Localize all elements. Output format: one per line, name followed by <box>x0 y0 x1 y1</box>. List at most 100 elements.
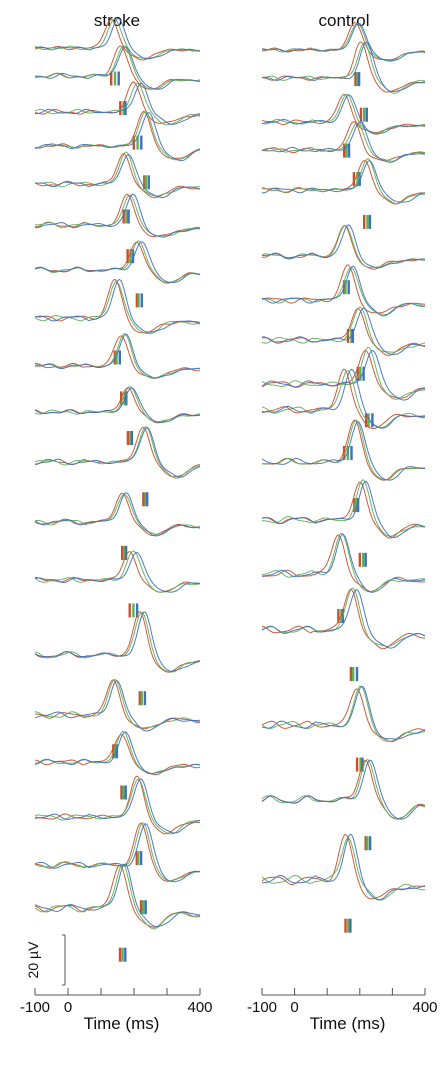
stroke-row-4-trace-2 <box>34 111 201 161</box>
stroke-row-9-trace-3 <box>34 333 201 379</box>
stroke-row-6-trace-3 <box>34 193 200 238</box>
stroke-row-18-trace-1 <box>34 822 201 882</box>
control-row-8-trace-2 <box>261 306 426 353</box>
x-tick-label-control-400: 400 <box>412 999 437 1016</box>
x-tick-label-stroke-400: 400 <box>187 999 212 1016</box>
stroke-row-11-trace-1 <box>34 426 201 478</box>
control-row-3-trace-2 <box>261 93 425 135</box>
stroke-row-6-trace-1 <box>35 193 201 237</box>
stroke-row-16 <box>34 731 201 800</box>
stroke-row-2 <box>34 45 201 116</box>
stroke-row-15-trace-2 <box>34 679 201 729</box>
control-row-13-trace-1 <box>261 534 426 592</box>
control-row-5-trace-3 <box>262 160 426 203</box>
stroke-row-5 <box>34 151 201 224</box>
stroke-row-4 <box>34 110 201 190</box>
stroke-row-4-trace-3 <box>34 112 201 162</box>
stroke-row-11-trace-3 <box>34 427 201 478</box>
stroke-row-17-trace-2 <box>34 779 200 835</box>
stroke-row-12 <box>34 492 201 560</box>
stroke-row-9-trace-1 <box>35 335 201 379</box>
stroke-row-5-trace-3 <box>34 154 201 198</box>
control-row-11-trace-1 <box>261 419 426 481</box>
control-row-10 <box>261 368 426 460</box>
x-tick-label-stroke--100: -100 <box>20 999 50 1016</box>
stroke-row-15-trace-3 <box>34 680 201 732</box>
stroke-row-12-trace-1 <box>34 492 201 536</box>
stroke-row-19-trace-2 <box>34 863 201 930</box>
control-row-3-trace-3 <box>261 94 426 134</box>
control-row-12-trace-1 <box>261 481 426 539</box>
stroke-row-14-trace-1 <box>34 611 201 673</box>
stroke-row-18 <box>34 822 201 915</box>
control-row-9-trace-2 <box>261 346 425 400</box>
control-row-15-trace-1 <box>261 688 426 743</box>
stroke-row-16-trace-1 <box>34 734 201 776</box>
x-tick-label-stroke-0: 0 <box>64 999 72 1016</box>
stroke-row-3-trace-1 <box>34 81 201 124</box>
control-row-3-trace-1 <box>261 94 426 134</box>
control-row-16-trace-3 <box>261 759 426 820</box>
control-row-14 <box>261 587 426 681</box>
control-row-2-trace-3 <box>261 41 426 92</box>
control-row-16-trace-2 <box>261 759 426 820</box>
control-row-15 <box>261 685 426 772</box>
stroke-row-3-trace-3 <box>34 82 200 125</box>
control-row-14-trace-3 <box>261 589 426 649</box>
control-row-5 <box>261 158 426 229</box>
control-traces <box>261 22 426 933</box>
stroke-row-4-trace-1 <box>34 110 201 159</box>
control-row-16 <box>261 759 426 851</box>
x-axis-stroke: -100 0 400 Time (ms) <box>20 988 213 1033</box>
control-row-17-trace-2 <box>261 837 425 901</box>
control-row-15-trace-3 <box>261 686 426 740</box>
control-row-7-trace-3 <box>261 265 426 317</box>
stroke-row-8-trace-1 <box>35 278 201 334</box>
stroke-row-18-trace-3 <box>34 823 201 883</box>
control-row-6-trace-3 <box>261 224 426 269</box>
control-row-17 <box>261 833 426 933</box>
stroke-row-19-trace-3 <box>34 863 201 927</box>
stroke-row-8-trace-3 <box>34 278 201 333</box>
stroke-row-8 <box>34 278 201 365</box>
stroke-row-14-trace-2 <box>34 611 201 673</box>
stroke-row-11 <box>34 426 201 507</box>
stroke-row-7 <box>34 240 201 308</box>
control-row-3 <box>261 93 426 158</box>
control-row-5-trace-1 <box>261 159 426 205</box>
control-row-8-trace-1 <box>261 307 426 356</box>
stroke-row-9 <box>34 333 201 406</box>
x-tick-label-control-0: 0 <box>290 999 298 1016</box>
stroke-row-19 <box>34 863 201 962</box>
x-tick-label-control--100: -100 <box>247 999 277 1016</box>
stroke-row-17-trace-1 <box>34 775 201 835</box>
stroke-row-16-trace-3 <box>34 731 201 775</box>
control-row-11-trace-2 <box>261 419 426 481</box>
control-row-13-trace-3 <box>261 533 426 593</box>
control-row-8-trace-3 <box>262 307 426 355</box>
control-row-4-trace-2 <box>261 122 426 162</box>
control-row-2-trace-2 <box>261 42 426 94</box>
control-row-11 <box>261 419 426 513</box>
control-row-1-trace-2 <box>261 23 426 62</box>
control-row-2-trace-1 <box>261 41 426 93</box>
stroke-row-1 <box>34 18 201 86</box>
stroke-row-17-trace-3 <box>34 778 201 834</box>
control-row-17-trace-3 <box>261 833 426 901</box>
stroke-row-11-trace-2 <box>34 426 201 479</box>
stroke-row-18-trace-2 <box>34 822 201 882</box>
stroke-row-7-trace-2 <box>34 240 201 284</box>
control-row-4-trace-3 <box>261 121 426 163</box>
stroke-row-8-trace-2 <box>34 281 201 335</box>
stroke-row-2-trace-2 <box>34 45 201 90</box>
stroke-row-1-trace-3 <box>34 18 201 60</box>
stroke-row-13-trace-1 <box>34 551 200 593</box>
x-axis-label-control: Time (ms) <box>310 1014 386 1033</box>
stroke-row-15-trace-1 <box>34 679 201 730</box>
stroke-row-14 <box>34 611 201 706</box>
control-row-14-trace-1 <box>261 589 426 650</box>
control-row-1-trace-3 <box>262 22 425 61</box>
stroke-row-3 <box>34 81 201 150</box>
control-row-6-trace-1 <box>262 225 426 270</box>
